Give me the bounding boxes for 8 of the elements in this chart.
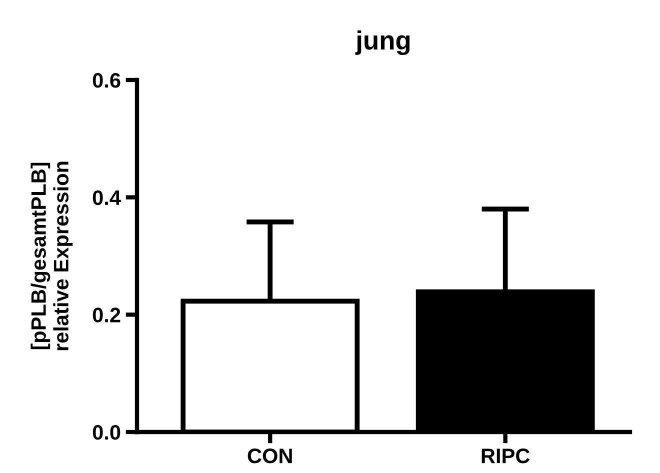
y-tick-label: 0.4 bbox=[92, 190, 121, 206]
x-tick-label: RIPC bbox=[482, 448, 530, 464]
y-tick-label: 0.0 bbox=[92, 425, 120, 440]
y-tick-label: 0.2 bbox=[92, 308, 120, 322]
y-tick-label: 0.6 bbox=[92, 73, 120, 88]
y-axis-title: [pPLB/gesamtPLB] relative Expression bbox=[30, 162, 73, 350]
x-tick-label: CON bbox=[248, 448, 292, 464]
chart-title: jung bbox=[355, 30, 410, 56]
